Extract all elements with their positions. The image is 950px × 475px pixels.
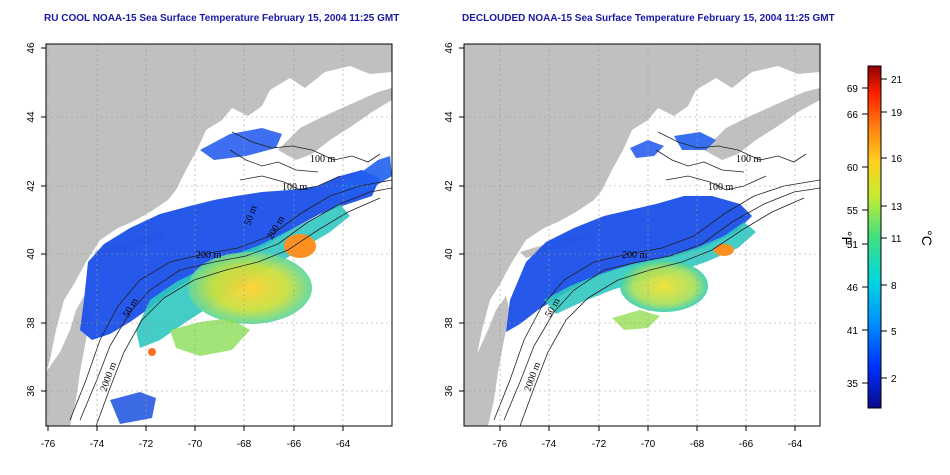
lon-tick-label: -74 [542, 439, 557, 450]
contour-label: 200 m [196, 250, 222, 261]
colorbar-f-tick: 41 [847, 326, 859, 337]
lon-tick-label: -74 [90, 439, 105, 450]
lon-tick-label: -70 [188, 439, 203, 450]
colorbar-f-tick: 35 [847, 379, 859, 390]
contour-label: 100 m [708, 182, 734, 193]
lon-tick-label: -76 [41, 439, 56, 450]
graticule-right [464, 44, 820, 426]
land-mass [464, 44, 820, 372]
lon-tick-label: -68 [690, 439, 705, 450]
lat-tick-label: 38 [444, 317, 455, 329]
land-mass [46, 44, 392, 372]
lon-tick-label: -64 [788, 439, 803, 450]
lon-tick-label: -70 [641, 439, 656, 450]
land-newfoundland [340, 44, 392, 68]
lat-tick-label: 36 [26, 385, 37, 397]
land-lower-coast [46, 296, 90, 426]
lon-tick-label: -72 [139, 439, 154, 450]
colorbar-f-tick: 69 [847, 84, 859, 95]
lat-tick-label: 46 [444, 42, 455, 54]
sst-warm-ring [714, 244, 734, 256]
contour-label: 100 m [310, 154, 336, 165]
lon-tick-label: -66 [287, 439, 302, 450]
colorbar-f-tick: 55 [847, 206, 859, 217]
map-frame [45, 43, 393, 427]
lon-tick-label: -66 [739, 439, 754, 450]
lat-tick-label: 46 [26, 42, 37, 54]
colorbar-f-tick: 51 [847, 240, 859, 251]
lat-tick-labels-right: 36 38 40 42 44 46 [444, 42, 455, 397]
axis-ticks-right [459, 47, 796, 431]
colorbar-f-tick: 46 [847, 283, 859, 294]
sst-cold-south [110, 392, 156, 424]
colorbar-f-tick: 66 [847, 110, 859, 121]
land-lower-coast [464, 296, 510, 426]
lon-tick-label: -72 [592, 439, 607, 450]
map-frame [463, 43, 821, 427]
lat-tick-label: 44 [26, 111, 37, 123]
colorbar-c-tick: 16 [891, 154, 903, 165]
colorbar-c-tick: 13 [891, 202, 903, 213]
contour-label: 100 m [282, 182, 308, 193]
colorbar-c-tick: 8 [891, 281, 897, 292]
axis-ticks-left [41, 47, 344, 431]
lat-tick-label: 36 [444, 385, 455, 397]
sst-cold-nova-scotia-shelf [330, 156, 392, 198]
map-title-left: RU COOL NOAA-15 Sea Surface Temperature … [44, 13, 400, 24]
colorbar-c-tick: 21 [891, 75, 903, 86]
bathymetry-contours [493, 131, 820, 426]
land-nova-scotia [278, 88, 392, 160]
lon-tick-label: -68 [237, 439, 252, 450]
sst-warm-streamer [170, 318, 250, 356]
map-panel-left: 100 m 100 m 200 m 50 m 200 m 2000 m 50 m [26, 42, 393, 450]
map-title-right: DECLOUDED NOAA-15 Sea Surface Temperatur… [462, 13, 835, 24]
lat-tick-label: 44 [444, 111, 455, 123]
map-panel-right: 100 m 100 m 200 m 50 m 2000 m [444, 42, 821, 450]
sst-cold-gulf-maine [200, 128, 282, 160]
sst-cold-patch [674, 132, 716, 150]
colorbar-c-tick: 5 [891, 327, 897, 338]
colorbar-c-tick: 19 [891, 108, 903, 119]
lat-tick-label: 42 [26, 180, 37, 192]
colorbar-unit-celsius: °C [919, 230, 935, 246]
land-nova-scotia [704, 88, 820, 160]
lat-tick-labels-left: 36 38 40 42 44 46 [26, 42, 37, 397]
lon-tick-label: -64 [336, 439, 351, 450]
sst-cold-gulf-maine [630, 140, 664, 158]
colorbar-c-tick: 2 [891, 374, 897, 385]
lon-tick-label: -76 [493, 439, 508, 450]
lat-tick-label: 38 [26, 317, 37, 329]
sst-warm-ring [284, 234, 316, 258]
sst-warm-eddy [620, 260, 708, 312]
contour-label: 100 m [736, 154, 762, 165]
colorbar-gradient [867, 65, 882, 409]
lon-tick-labels-left: -76 -74 -72 -70 -68 -66 -64 [41, 439, 351, 450]
graticule-left [46, 44, 392, 426]
lat-tick-label: 40 [444, 248, 455, 260]
sst-warm-eddy [188, 252, 312, 324]
lat-tick-label: 40 [26, 248, 37, 260]
colorbar-c-tick: 11 [891, 234, 902, 245]
lon-tick-labels-right: -76 -74 -72 -70 -68 -66 -64 [493, 439, 803, 450]
colorbar-unit-fahrenheit: °F [839, 231, 855, 245]
colorbar-ticks [862, 78, 887, 384]
lat-tick-label: 42 [444, 180, 455, 192]
contour-label: 200 m [622, 250, 648, 261]
sst-warm-spot [148, 348, 156, 356]
colorbar-f-tick: 60 [847, 163, 859, 174]
colorbar: 69 66 60 55 51 46 41 35 21 19 16 13 11 8… [839, 65, 935, 409]
